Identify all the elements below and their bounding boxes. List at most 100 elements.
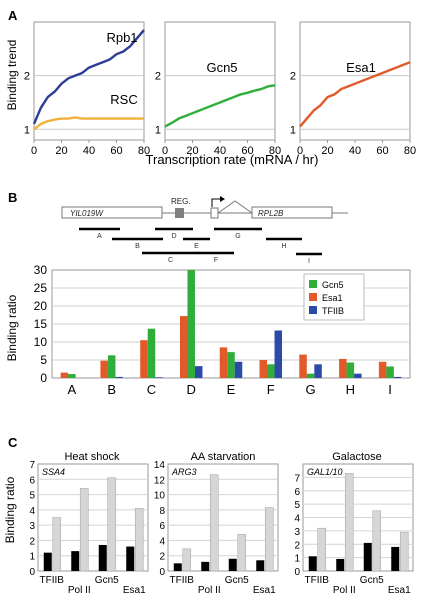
series-label-rpb1: Rpb1 [106, 30, 137, 45]
legend-swatch [309, 280, 317, 288]
bar-black [98, 545, 107, 571]
bar-black [43, 552, 52, 571]
plot-frame [164, 21, 276, 141]
x-tick-label: 40 [214, 145, 226, 157]
amplicon-label: H [281, 243, 286, 250]
amplicon-label: C [168, 257, 173, 264]
y-tick-label: 30 [34, 263, 48, 277]
gene-label: SSA4 [42, 467, 65, 477]
bar-gcn5 [187, 270, 195, 378]
bar-esa1 [339, 358, 347, 378]
reg-element [175, 208, 184, 218]
amplicon-label: E [194, 243, 199, 250]
y-tick-label: 20 [34, 299, 48, 313]
tss-arrow [211, 198, 220, 207]
x-tick-label: D [187, 382, 196, 397]
x-tick-label: 20 [55, 145, 67, 157]
bar-esa1 [219, 347, 228, 378]
bar-esa1 [378, 361, 387, 378]
gene-label: GAL1/10 [307, 467, 343, 477]
bar-esa1 [259, 360, 268, 378]
x-tick-label: 60 [241, 145, 253, 157]
legend-label: Gcn5 [322, 280, 344, 290]
x-tick-label: A [68, 382, 77, 397]
exon-small [210, 207, 219, 219]
x-tick-label: F [267, 382, 275, 397]
panel-a-xlabel: Transcription rate (mRNA / hr) [146, 152, 319, 167]
x-tick-label: Esa1 [253, 585, 276, 596]
series-label-rsc: RSC [110, 92, 137, 107]
bar-gray [209, 474, 219, 572]
bar-black [201, 561, 210, 571]
y-tick-label: 0 [159, 567, 165, 578]
y-tick-label: 4 [159, 536, 165, 547]
gene-right-label: RPL2B [258, 209, 284, 218]
y-tick-label: 6 [159, 521, 165, 532]
bar-tfiib [155, 377, 163, 378]
y-tick-label: 4 [294, 514, 300, 525]
x-tick-label: TFIIB [40, 575, 65, 586]
bar-black [308, 556, 317, 571]
bar-gcn5 [306, 373, 315, 378]
bar-tfiib [354, 373, 362, 378]
y-tick-label: 2 [29, 536, 35, 547]
legend: Gcn5 Esa1 TFIIB [303, 273, 365, 321]
x-tick-label: 40 [349, 145, 361, 157]
amplicon-label: I [308, 258, 310, 265]
x-tick-label: I [388, 382, 392, 397]
x-tick-label: G [305, 382, 315, 397]
x-tick-label: Pol II [333, 585, 356, 596]
gene-map: YIL019W REG. RPL2B A B C D E F G H I [61, 196, 348, 265]
series-label-gcn5: Gcn5 [206, 60, 237, 75]
y-tick-label: 25 [34, 281, 48, 295]
y-tick-label: 4 [29, 506, 35, 517]
x-tick-label: 0 [297, 145, 303, 157]
legend-label: TFIIB [322, 306, 344, 316]
y-tick-label: 5 [29, 491, 35, 502]
x-tick-label: Pol II [68, 585, 91, 596]
y-tick-label: 1 [155, 124, 161, 136]
intron-line [217, 200, 253, 214]
amplicon-label: B [135, 243, 140, 250]
bar-black [173, 563, 182, 571]
y-tick-label: 2 [24, 71, 30, 83]
y-tick-label: 10 [34, 335, 48, 349]
y-tick-label: 2 [155, 71, 161, 83]
x-tick-label: 0 [162, 145, 168, 157]
chart-title: Galactose [332, 451, 382, 463]
bar-gcn5 [107, 355, 116, 378]
y-tick-label: 6 [29, 475, 35, 486]
gene-left-label: YIL019W [70, 209, 104, 218]
gene-right-box [251, 206, 333, 219]
bar-esa1 [60, 372, 69, 378]
bar-gray [107, 477, 117, 572]
y-tick-label: 0 [29, 567, 35, 578]
y-tick-label: 14 [154, 460, 166, 471]
x-tick-label: B [107, 382, 116, 397]
x-tick-label: Esa1 [123, 585, 146, 596]
bar-black [256, 560, 265, 571]
bar-gray [52, 517, 62, 572]
x-tick-label: 0 [31, 145, 37, 157]
bar-black [228, 558, 237, 571]
bar-black [391, 546, 400, 571]
x-tick-label: 40 [83, 145, 95, 157]
gene-label: ARG3 [171, 467, 197, 477]
plot-frame [299, 21, 411, 141]
series-line-esa1 [299, 61, 411, 128]
bar-gray [317, 527, 327, 572]
bar-black [71, 551, 80, 571]
panel-b-chart: 0 5 10 15 20 25 30 A B C D E F G H I Gcn5 Esa1 TFIIB [34, 263, 411, 397]
panel-label-b: B [8, 190, 17, 205]
y-tick-label: 0 [40, 371, 47, 385]
y-tick-label: 12 [154, 475, 166, 486]
x-tick-label: Pol II [198, 585, 221, 596]
y-tick-label: 2 [290, 71, 296, 83]
y-tick-label: 5 [40, 353, 47, 367]
bar-esa1 [140, 340, 148, 378]
series-line-gcn5 [164, 84, 276, 128]
chart-title: AA starvation [191, 451, 256, 463]
legend-swatch [309, 293, 317, 301]
x-tick-label: 60 [110, 145, 122, 157]
